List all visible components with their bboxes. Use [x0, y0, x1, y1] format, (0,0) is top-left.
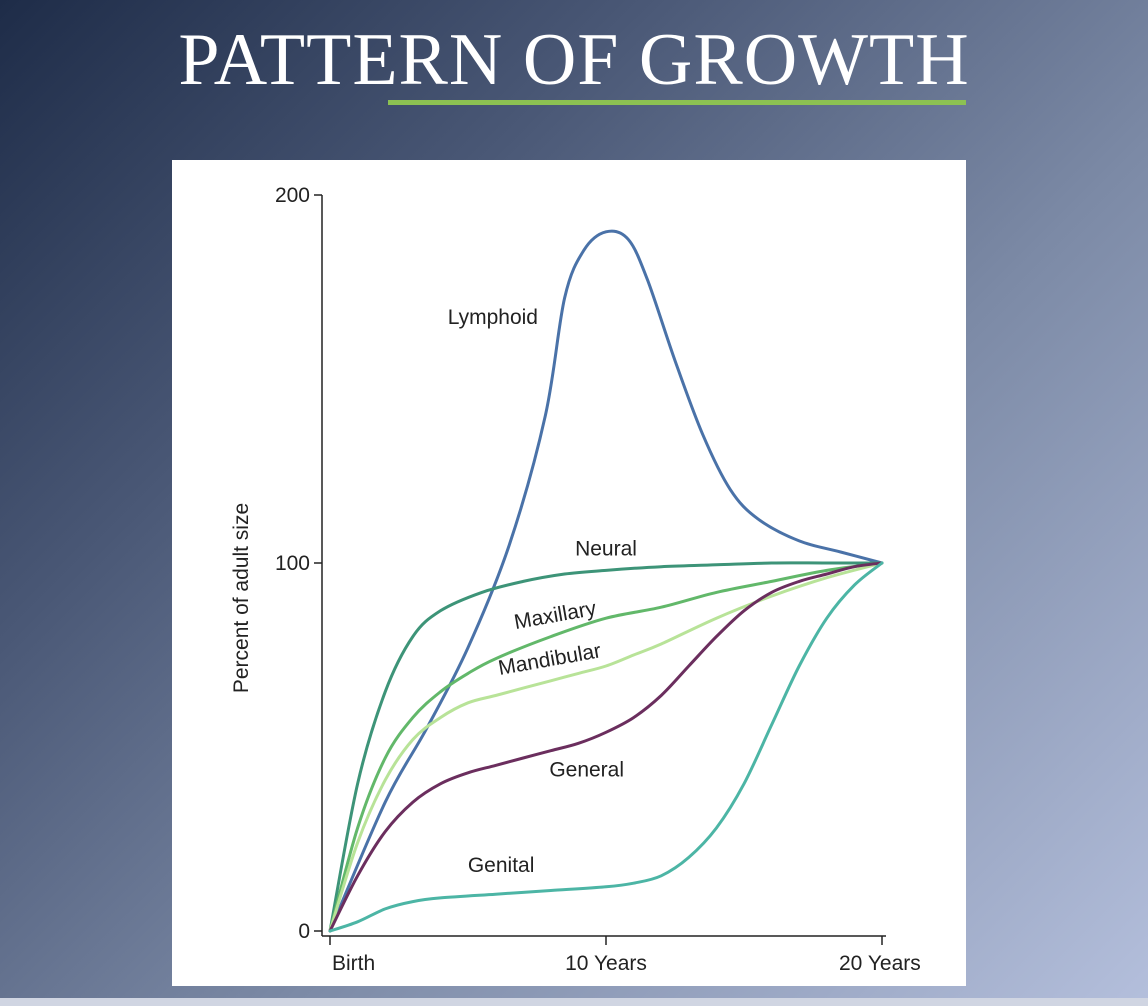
x-tick-label: 20 Years — [839, 952, 921, 975]
y-tick-label: 200 — [275, 184, 310, 207]
series-line-genital — [328, 561, 884, 933]
growth-chart: 0 100 200 Birth 10 Years 20 Years Percent of… — [230, 184, 921, 975]
axes — [321, 195, 886, 937]
series-line-maxillary — [328, 561, 884, 933]
x-tick-label: Birth — [332, 952, 375, 975]
slide-title: PATTERN OF GROWTH — [178, 19, 970, 101]
series-label-lymphoid: Lymphoid — [448, 306, 538, 329]
bottom-strip — [0, 998, 1148, 1006]
series-line-mandibular — [328, 561, 884, 933]
y-ticks: 0 100 200 — [275, 184, 322, 943]
y-tick-label: 100 — [275, 552, 310, 575]
series-lines — [328, 229, 884, 933]
series-label-neural: Neural — [575, 538, 637, 561]
x-ticks: Birth 10 Years 20 Years — [329, 936, 921, 975]
x-tick-label: 10 Years — [565, 952, 647, 975]
series-label-general: General — [549, 758, 624, 781]
y-axis-label: Percent of adult size — [230, 503, 253, 693]
chart-panel: 0 100 200 Birth 10 Years 20 Years Percent of… — [172, 160, 966, 986]
series-line-lymphoid — [328, 229, 884, 933]
series-line-neural — [328, 561, 884, 933]
y-tick-label: 0 — [298, 920, 310, 943]
series-label-maxillary: Maxillary — [512, 597, 598, 634]
series-label-genital: Genital — [468, 854, 535, 877]
series-line-general — [328, 561, 884, 933]
series-label-mandibular: Mandibular — [497, 639, 603, 680]
title-underline — [388, 100, 966, 105]
series-labels: Lymphoid Neural Maxillary Mandibular General… — [448, 306, 637, 877]
